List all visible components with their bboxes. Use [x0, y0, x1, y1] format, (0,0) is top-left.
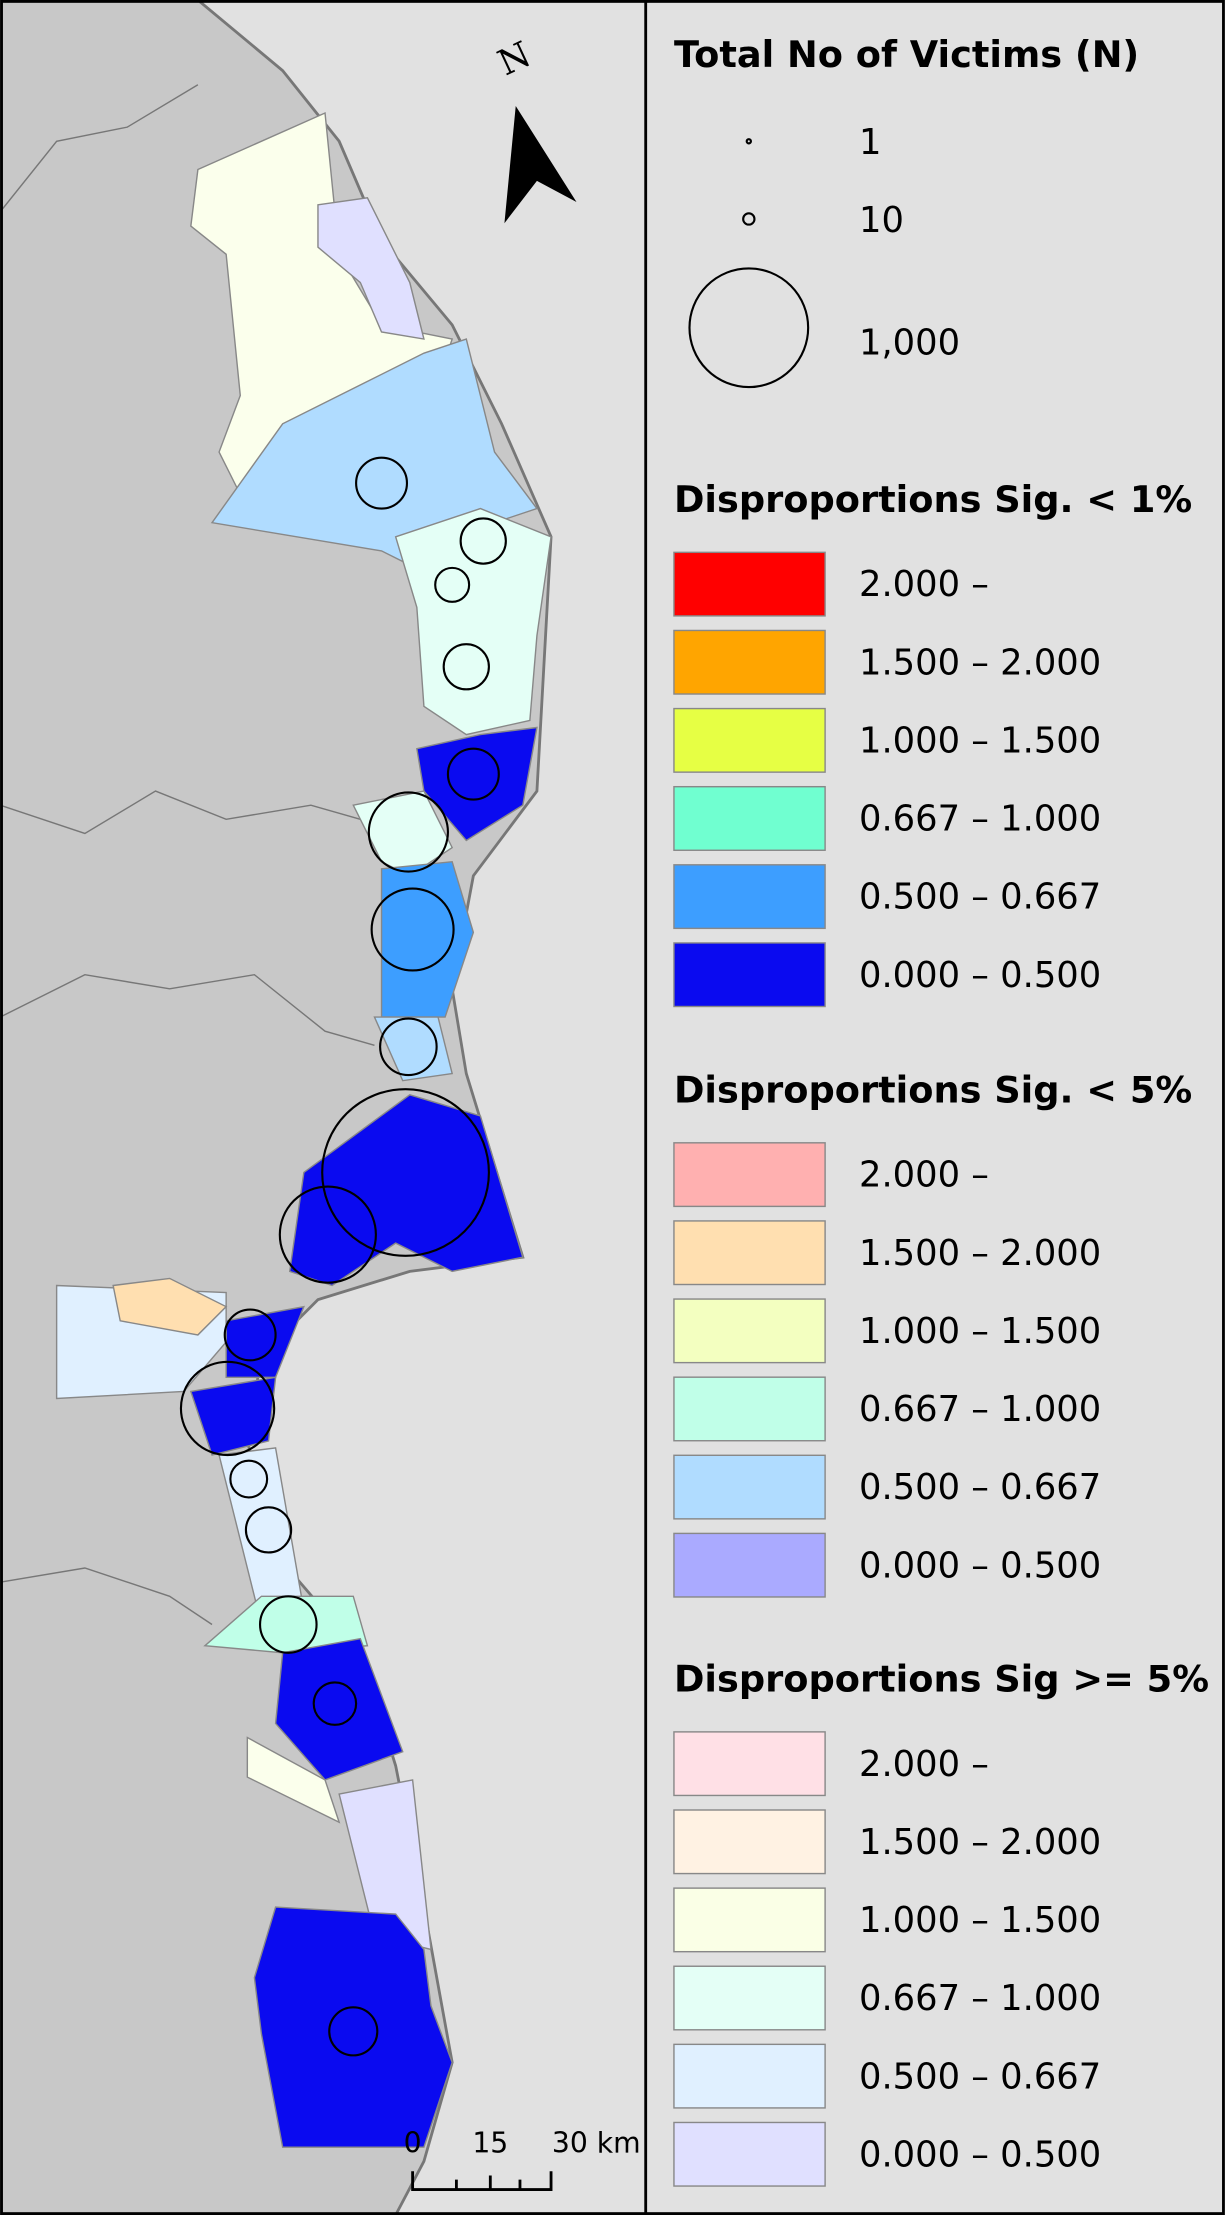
region [338, 1779, 432, 1951]
legend-swatch [673, 1809, 826, 1875]
region [317, 196, 425, 340]
scale-label: 15 [472, 2126, 508, 2159]
size-symbol [745, 138, 752, 145]
legend-swatch [673, 1532, 826, 1598]
scale-bar: 0 15 30 km [404, 2126, 641, 2191]
victim-circle [379, 1017, 438, 1077]
legend-swatch [673, 551, 826, 617]
legend-swatch [673, 1376, 826, 1442]
victim-circle [355, 456, 409, 510]
legend-swatch [673, 629, 826, 695]
size-label: 1,000 [859, 323, 960, 364]
victim-circle [321, 1088, 490, 1257]
legend-label: 2.000 – [859, 1744, 989, 1785]
legend-label: 2.000 – [859, 564, 989, 605]
victim-circle [244, 1506, 293, 1554]
legend-swatch [673, 1298, 826, 1364]
victim-circle [434, 566, 471, 603]
legend-label: 1.000 – 1.500 [859, 1311, 1101, 1352]
legend-title: Disproportions Sig >= 5% [674, 1658, 1209, 1701]
legend-swatch [673, 2121, 826, 2187]
victim-circle [223, 1308, 277, 1362]
victim-circle [278, 1185, 377, 1284]
legend-title: Disproportions Sig. < 5% [674, 1068, 1192, 1111]
legend-swatch [673, 1454, 826, 1520]
legend-swatch [673, 1731, 826, 1797]
legend-label: 0.667 – 1.000 [859, 799, 1101, 840]
legend-label: 0.000 – 0.500 [859, 2134, 1101, 2175]
legend-title: Disproportions Sig. < 1% [674, 478, 1192, 521]
legend-swatch [673, 2043, 826, 2109]
legend-label: 0.500 – 0.667 [859, 2056, 1101, 2097]
victim-circle [312, 1681, 358, 1726]
scale-label: 30 km [552, 2126, 641, 2159]
boundary [0, 790, 361, 835]
legend-label: 1.500 – 2.000 [859, 1233, 1101, 1274]
region [246, 1736, 341, 1824]
legend-label: 0.500 – 0.667 [859, 1467, 1101, 1508]
size-symbol [688, 267, 810, 389]
region [189, 1376, 277, 1456]
legend-label: 2.000 – [859, 1155, 989, 1196]
legend-label: 0.500 – 0.667 [859, 877, 1101, 918]
scale-label: 0 [404, 2126, 422, 2159]
legend-label: 1.500 – 2.000 [859, 642, 1101, 683]
legend: Total No of Victims (N) 1 10 1,000 Dispr… [673, 33, 1209, 2187]
region [394, 507, 552, 736]
legend-title: Total No of Victims (N) [674, 33, 1139, 76]
legend-label: 1.000 – 1.500 [859, 720, 1101, 761]
victim-circle [370, 887, 455, 972]
legend-swatch [673, 1142, 826, 1208]
region [112, 1277, 228, 1336]
victim-circle [328, 2006, 379, 2057]
legend-swatch [673, 1887, 826, 1953]
victim-circle [459, 517, 507, 565]
region [274, 1637, 404, 1781]
boundary [0, 973, 375, 1047]
boundary [0, 84, 199, 213]
legend-swatch [673, 707, 826, 773]
map-area: N 0 15 30 km [0, 0, 641, 2215]
scale-line [411, 2171, 553, 2191]
legend-swatch [673, 942, 826, 1008]
legend-label: 1.000 – 1.500 [859, 1900, 1101, 1941]
region [253, 1906, 453, 2148]
legend-label: 0.000 – 0.500 [859, 955, 1101, 996]
region [380, 860, 475, 1018]
legend-swatch [673, 1220, 826, 1286]
legend-swatch [673, 1965, 826, 2031]
region [210, 338, 539, 566]
legend-label: 0.000 – 0.500 [859, 1545, 1101, 1586]
legend-swatch [673, 864, 826, 930]
arrow [504, 105, 577, 224]
boundary [0, 1567, 213, 1626]
legend-label: 0.667 – 1.000 [859, 1389, 1101, 1430]
victim-circle [258, 1595, 318, 1654]
size-label: 10 [859, 200, 904, 241]
victim-circle [442, 643, 490, 691]
victim-circle [446, 747, 500, 801]
legend-swatch [673, 785, 826, 851]
legend-label: 0.667 – 1.000 [859, 1978, 1101, 2019]
size-symbol [742, 212, 756, 226]
victim-circle [179, 1360, 276, 1457]
legend-label: 1.500 – 2.000 [859, 1822, 1101, 1863]
victim-circle [367, 791, 449, 873]
victim-circle [229, 1459, 269, 1499]
size-label: 1 [859, 122, 881, 163]
